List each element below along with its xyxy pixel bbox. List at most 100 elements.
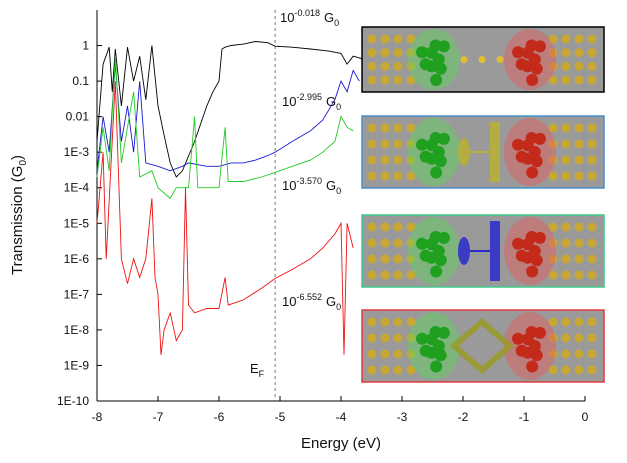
gold-atom [561, 317, 571, 327]
green-atom [437, 231, 450, 244]
gold-atom [587, 61, 597, 71]
gold-atom [406, 365, 416, 375]
gold-atom [574, 123, 584, 133]
annotation-unit: G [326, 294, 336, 309]
gold-atom [367, 270, 377, 280]
gold-atom [548, 171, 558, 181]
y-label-close: ) [9, 155, 26, 160]
gold-atom [367, 238, 377, 248]
gold-atom [367, 365, 377, 375]
gold-atom [574, 34, 584, 44]
gold-atom [380, 139, 390, 149]
annotation-subscript: 0 [336, 302, 341, 312]
y-label-sub: 0 [18, 160, 29, 166]
y-tick-label: 1E-8 [64, 323, 90, 337]
y-tick-label: 1E-6 [64, 252, 90, 266]
conductance-annotation: 10-2.995 G0 [282, 92, 341, 112]
green-atom [419, 249, 432, 262]
gold-atom [548, 123, 558, 133]
red-atom [515, 249, 528, 262]
gold-atom [367, 48, 377, 58]
gold-atom [393, 317, 403, 327]
annotation-base: 10 [282, 178, 296, 193]
conductance-annotation: 10-6.552 G0 [282, 292, 341, 312]
x-tick-label: -1 [519, 410, 530, 424]
gold-atom [367, 254, 377, 264]
gold-atom [380, 349, 390, 359]
gold-atom [561, 34, 571, 44]
annotation-unit: G [326, 94, 336, 109]
green-atom [430, 265, 443, 278]
gold-atom [574, 222, 584, 232]
green-atom [434, 349, 447, 362]
gold-atom [574, 171, 584, 181]
y-tick-label: 1E-10 [57, 394, 89, 408]
x-tick-label: -2 [458, 410, 469, 424]
gold-atom [574, 333, 584, 343]
green-atom [437, 40, 450, 53]
gold-atom [561, 61, 571, 71]
red-atom [512, 138, 525, 151]
annotation-exponent: -3.570 [296, 176, 322, 186]
series-line [96, 64, 360, 172]
gold-atom [380, 75, 390, 85]
gold-atom [574, 48, 584, 58]
fermi-label-sub: F [259, 369, 265, 379]
green-atom [419, 58, 432, 71]
gold-atom [587, 333, 597, 343]
y-tick-label: 1E-5 [64, 216, 90, 230]
gold-atom [380, 317, 390, 327]
gold-atom [574, 238, 584, 248]
conductance-annotation: 10-0.018 G0 [280, 8, 339, 28]
red-atom [533, 40, 546, 53]
gold-atom [574, 254, 584, 264]
gold-atom [380, 238, 390, 248]
red-atom [526, 265, 539, 278]
gold-atom [380, 61, 390, 71]
red-atom [515, 58, 528, 71]
gold-atom [406, 270, 416, 280]
gold-atom [380, 270, 390, 280]
green-atom [419, 150, 432, 163]
gold-atom [561, 270, 571, 280]
green-atom [430, 360, 443, 373]
green-atom [437, 132, 450, 145]
gold-atom [367, 333, 377, 343]
gold-atom [393, 61, 403, 71]
chain-atom [496, 56, 504, 63]
gold-atom [393, 333, 403, 343]
series-line [96, 56, 354, 200]
y-label-text: Transmission (G [9, 166, 26, 275]
gold-atom [406, 222, 416, 232]
series-line [96, 81, 354, 355]
chain-atom [460, 56, 468, 63]
gold-atom [561, 123, 571, 133]
fermi-label: EF [250, 361, 265, 379]
annotation-unit: G [326, 178, 336, 193]
gold-atom [587, 349, 597, 359]
gold-atom [367, 171, 377, 181]
gold-atom [587, 171, 597, 181]
gold-atom [380, 34, 390, 44]
gold-atom [561, 254, 571, 264]
gold-atom [380, 222, 390, 232]
gold-atom [367, 34, 377, 44]
y-tick-label: 1E-4 [64, 181, 90, 195]
gold-atom [367, 139, 377, 149]
gold-atom [574, 139, 584, 149]
y-tick-label: 0.01 [66, 110, 90, 124]
gold-atom [587, 123, 597, 133]
annotation-base: 10 [282, 294, 296, 309]
gold-atom [587, 155, 597, 165]
gold-atom [548, 270, 558, 280]
gold-atom [406, 317, 416, 327]
y-axis-label: Transmission (G0) [9, 155, 29, 275]
red-atom [530, 62, 543, 75]
gold-atom [587, 48, 597, 58]
annotation-exponent: -6.552 [296, 292, 322, 302]
x-tick-label: 0 [582, 410, 589, 424]
gold-atom [393, 34, 403, 44]
gold-atom [380, 365, 390, 375]
gold-atom [548, 317, 558, 327]
gold-atom [393, 222, 403, 232]
